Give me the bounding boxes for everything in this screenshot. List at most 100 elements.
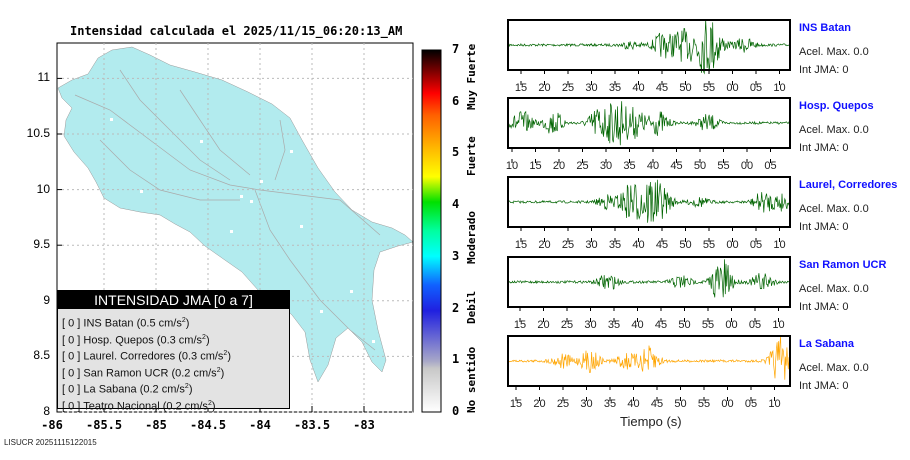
trace-frame — [507, 19, 791, 71]
time-tick-label: 15 — [513, 319, 527, 331]
time-tick-label: 40 — [632, 82, 645, 94]
legend-station: San Ramon UCR — [83, 367, 169, 380]
station-marker — [240, 195, 243, 198]
footer-id: LISUCR 20251115122015 — [4, 438, 97, 447]
time-tick-label: 00 — [740, 160, 754, 172]
time-tick-label: 05 — [764, 160, 777, 172]
seismogram-trace — [508, 101, 791, 146]
legend-paren: ) — [205, 334, 210, 347]
y-tick-label: 8.5 — [33, 348, 50, 363]
jma-intensity: Int JMA: 0 — [799, 64, 849, 76]
seismogram-trace — [508, 179, 791, 223]
time-tick-label: 55 — [701, 319, 715, 331]
station-marker — [140, 190, 143, 193]
time-tick-label: 35 — [623, 160, 636, 172]
costa-rica-land — [57, 46, 414, 383]
station-name: Hosp. Quepos — [799, 100, 874, 112]
legend-intensity: [ 0 ] — [62, 350, 81, 363]
jma-intensity: Int JMA: 0 — [799, 301, 849, 313]
x-axis-title: Tiempo (s) — [620, 414, 682, 429]
legend-station: La Sabana — [83, 383, 137, 396]
station-name: San Ramon UCR — [799, 259, 887, 271]
jma-intensity: Int JMA: 0 — [799, 380, 849, 392]
y-tick-label: 11 — [37, 70, 50, 85]
station-marker — [350, 290, 353, 293]
seismogram-trace — [508, 259, 790, 298]
time-tick-label: 55 — [697, 398, 711, 410]
y-tick-label: 10 — [36, 181, 50, 196]
time-tick-label: 35 — [603, 398, 617, 410]
x-tick-label: -83 — [353, 418, 375, 432]
colorbar-tick-label: 1 — [452, 352, 460, 367]
time-tick-label: 15 — [514, 82, 528, 94]
time-tick-label: 50 — [679, 239, 692, 251]
legend-pga: (0.3 cm/s — [156, 334, 203, 347]
colorbar-tick-label: 4 — [452, 197, 460, 212]
time-tick-label: 45 — [670, 160, 683, 172]
legend-station: Hosp. Quepos — [83, 334, 154, 347]
time-tick-label: 20 — [533, 398, 546, 410]
map-frame — [56, 42, 414, 413]
legend-intensity: [ 0 ] — [62, 383, 81, 396]
time-tick-label: 50 — [678, 319, 691, 331]
time-tick-label: 35 — [607, 319, 621, 331]
station-name: La Sabana — [799, 338, 855, 350]
x-tick-label: -84.5 — [190, 418, 227, 432]
colorbar-tick-label: 7 — [452, 42, 460, 56]
time-tick-label: 20 — [537, 319, 550, 331]
time-tick-label: 55 — [717, 160, 730, 172]
legend-exp: 2 — [184, 383, 189, 390]
time-tick-label: 30 — [580, 398, 593, 410]
time-tick-label: 00 — [721, 398, 734, 410]
max-acceleration: Acel. Max. 0.0 — [799, 283, 869, 295]
x-tick-label: -85.5 — [86, 418, 123, 432]
station-marker — [372, 340, 375, 343]
time-tick-label: 15 — [529, 160, 542, 172]
time-tick-label: 55 — [702, 82, 716, 94]
time-tick-label: 35 — [608, 239, 622, 251]
time-tick-label: 55 — [702, 239, 716, 251]
legend-row: [ 0 ] San Ramon UCR (0.2 cm/s2) — [58, 363, 289, 380]
legend-paren: ) — [188, 383, 193, 396]
time-tick-label: 10 — [505, 160, 519, 172]
time-tick-label: 10 — [768, 398, 781, 410]
legend-exp: 2 — [202, 333, 206, 341]
time-tick-label: 25 — [561, 82, 575, 94]
trace-frame — [507, 97, 791, 149]
max-acceleration: Acel. Max. 0.0 — [799, 46, 869, 58]
time-tick-label: 05 — [744, 398, 758, 410]
time-tick-label: 20 — [538, 82, 551, 94]
legend-title: INTENSIDAD JMA [0 a 7] — [58, 291, 289, 309]
time-tick-label: 50 — [674, 398, 687, 410]
legend-exp: 2 — [216, 366, 221, 374]
station-marker — [200, 140, 203, 143]
time-tick-label: 20 — [538, 239, 551, 251]
legend-pga: (0.2 cm/s — [171, 367, 217, 380]
trace-frame — [507, 335, 791, 387]
time-tick-label: 45 — [655, 82, 669, 94]
legend-row: [ 0 ] La Sabana (0.2 cm/s2) — [58, 379, 289, 396]
x-tick-label: -85 — [145, 418, 167, 432]
x-tick-label: -86 — [41, 418, 63, 432]
legend-station: INS Batan — [83, 317, 134, 330]
time-tick-label: 50 — [693, 160, 707, 172]
jma-intensity: Int JMA: 0 — [799, 142, 849, 154]
intensity-legend: INTENSIDAD JMA [0 a 7] [ 0 ] INS Batan (… — [57, 290, 290, 413]
legend-pga: (0.5 cm/s — [136, 317, 182, 330]
legend-pga: (0.2 cm/s — [162, 400, 208, 413]
roads — [74, 69, 381, 351]
station-marker — [110, 118, 113, 121]
time-tick-label: 50 — [679, 82, 692, 94]
time-tick-label: 00 — [726, 82, 739, 94]
legend-row: [ 0 ] INS Batan (0.5 cm/s2) — [58, 313, 289, 330]
legend-exp: 2 — [207, 399, 212, 407]
time-tick-label: 00 — [725, 319, 738, 331]
time-tick-label: 25 — [561, 239, 575, 251]
time-tick-label: 10 — [773, 239, 786, 251]
y-tick-label: 9 — [43, 292, 50, 307]
time-tick-label: 05 — [749, 239, 763, 251]
legend-station: Teatro Nacional — [83, 400, 160, 413]
station-marker — [290, 150, 293, 153]
time-tick-label: 25 — [556, 398, 570, 410]
